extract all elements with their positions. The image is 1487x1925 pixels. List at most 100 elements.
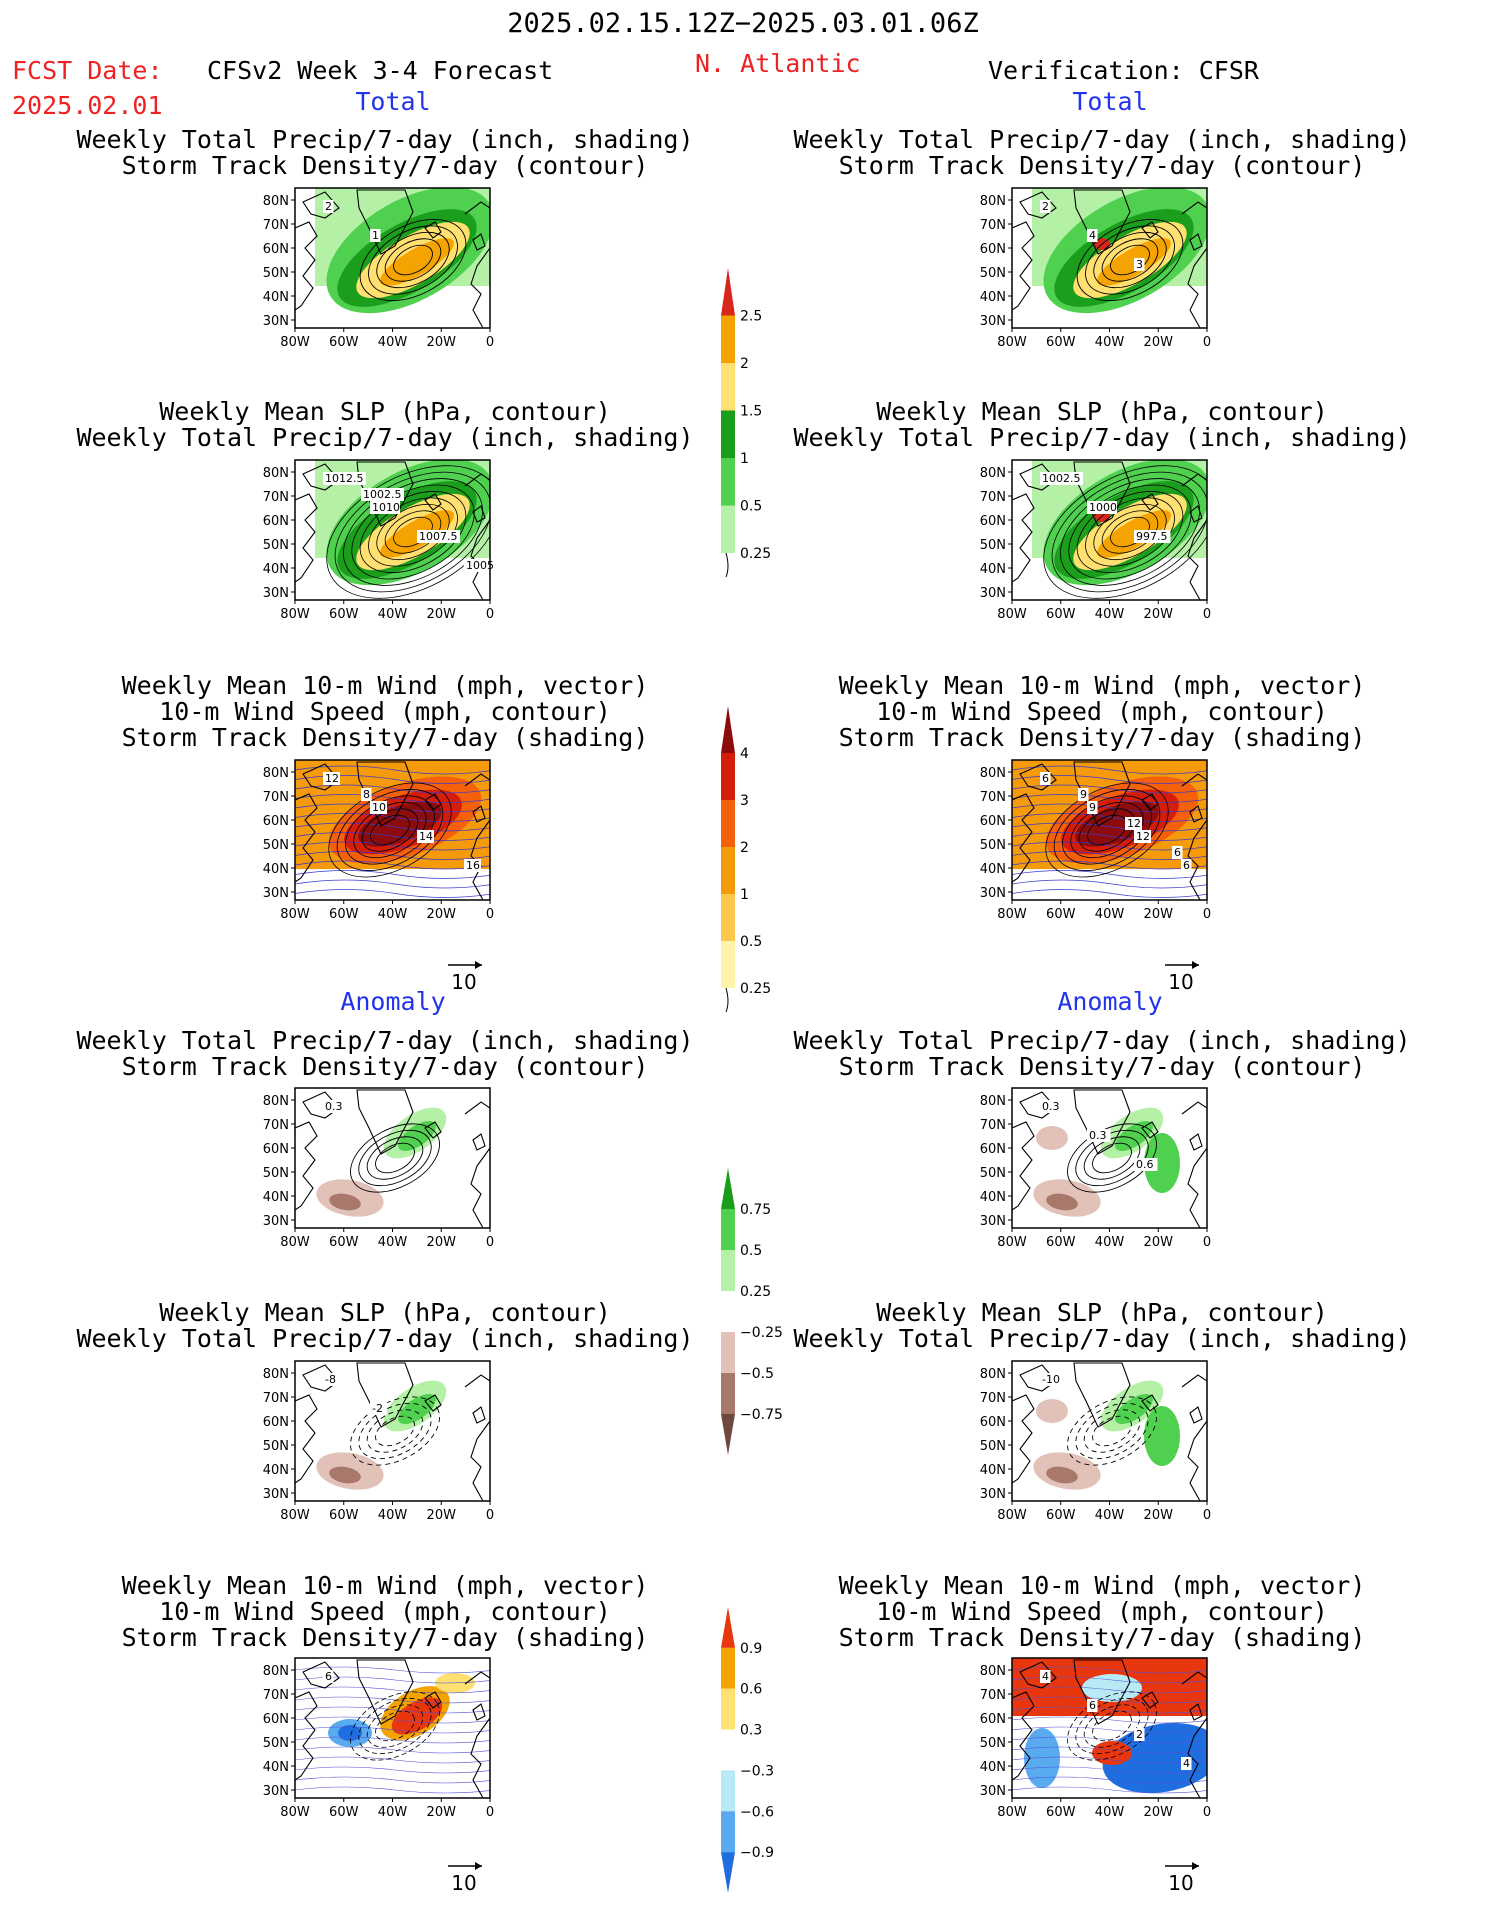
colorbar-segment: [721, 315, 735, 363]
contour-label: 4: [1042, 1670, 1049, 1683]
lon-tick-label: 60W: [1046, 607, 1076, 622]
lon-tick-label: 40W: [378, 1805, 408, 1820]
verification-label: Verification: CFSR: [988, 56, 1259, 85]
lat-tick-label: 80N: [263, 1664, 289, 1679]
colorbar-segment: [721, 1168, 735, 1209]
contour-label: -10: [1042, 1373, 1060, 1386]
lon-tick-label: 40W: [1095, 1805, 1125, 1820]
colorbar-segment: [721, 1688, 735, 1730]
contour-label: 12: [1127, 817, 1141, 830]
contour-label: 0.3: [325, 1100, 343, 1113]
lat-tick-label: 70N: [263, 1688, 289, 1703]
colorbar-segment: [721, 1291, 735, 1332]
colorbar-tick-label: 2: [740, 356, 749, 372]
lat-tick-label: 40N: [980, 1190, 1006, 1205]
lon-tick-label: 0: [1203, 1508, 1211, 1523]
colorbar-tick-label: 0.3: [740, 1723, 762, 1739]
contour-label: 12: [325, 772, 339, 785]
lat-tick-label: 40N: [980, 1760, 1006, 1775]
colorbar-total-precip: 2.5 2 1.5 1 0.5 0.25: [721, 268, 771, 578]
contour-label: 2: [1042, 200, 1049, 213]
lat-tick-label: 60N: [263, 514, 289, 529]
colorbar-segment: [721, 894, 735, 941]
lat-tick-label: 70N: [263, 1391, 289, 1406]
lon-tick-label: 0: [1203, 607, 1211, 622]
lon-tick-label: 20W: [427, 607, 457, 622]
lat-tick-label: 80N: [980, 466, 1006, 481]
lat-tick-label: 60N: [263, 1142, 289, 1157]
colorbar-segment: [721, 1332, 735, 1373]
contour-label: 2: [325, 200, 332, 213]
lat-tick-label: 80N: [263, 194, 289, 209]
colorbar-tick-label: −0.6: [740, 1804, 774, 1820]
lat-tick-label: 40N: [263, 562, 289, 577]
lon-tick-label: 40W: [378, 907, 408, 922]
map-panel-anom-slp-verification: -10 80N 70N 60N 50N 40N 30N 80W 60W 40W 20W 0: [980, 1360, 1211, 1523]
lon-tick-label: 40W: [378, 1235, 408, 1250]
lat-tick-label: 80N: [980, 1367, 1006, 1382]
lat-tick-label: 50N: [263, 838, 289, 853]
contour-label: 3: [1136, 258, 1143, 271]
lon-tick-label: 20W: [427, 1805, 457, 1820]
colorbar-segment: [721, 1250, 735, 1291]
colorbar-segment: [721, 410, 735, 458]
lat-tick-label: 30N: [980, 1214, 1006, 1229]
colorbar-segment: [721, 1607, 735, 1648]
map-panel-total-precip-verification: 2 4 3 80N 70N 60N 50N 40N 30N 80W 60W 40W 20W 0: [980, 187, 1211, 350]
lat-tick-label: 40N: [980, 290, 1006, 305]
lon-tick-label: 60W: [1046, 1805, 1076, 1820]
lon-tick-label: 40W: [1095, 335, 1125, 350]
contour-label: 9: [1089, 801, 1096, 814]
contour-label: 0.3: [1089, 1129, 1107, 1142]
lon-tick-label: 0: [486, 1508, 494, 1523]
contour-label: 1: [372, 229, 379, 242]
contour-label: 6: [1089, 1699, 1096, 1712]
title-anom-fcst-precip: Weekly Total Precip/7-day (inch, shading…: [76, 1026, 694, 1081]
title-total-fcst-precip: Weekly Total Precip/7-day (inch, shading…: [76, 125, 694, 180]
contour-label: 1010: [372, 501, 400, 514]
contour-label: 6: [1174, 846, 1181, 859]
lon-tick-label: 20W: [1144, 1805, 1174, 1820]
map-panel-total-slp-forecast: 1012.5 1010 1007.5 1005 1002.5 80N 70N 60N 50N 40…: [263, 459, 494, 622]
colorbar-segment: [721, 505, 735, 553]
section-anomaly-right: Anomaly: [1057, 987, 1163, 1016]
lon-tick-label: 40W: [1095, 1508, 1125, 1523]
lat-tick-label: 30N: [263, 1214, 289, 1229]
lon-tick-label: 40W: [378, 607, 408, 622]
contour-label: 12: [1136, 830, 1150, 843]
lon-tick-label: 80W: [280, 1508, 310, 1523]
title-anom-fcst-wind: Weekly Mean 10-m Wind (mph, vector) 10-m …: [121, 1571, 649, 1652]
lat-tick-label: 70N: [263, 790, 289, 805]
colorbar-anom-precip: 0.75 0.5 0.25 −0.25 −0.5 −0.75: [721, 1168, 783, 1455]
colorbar-segment: [721, 1811, 735, 1853]
lon-tick-label: 20W: [427, 1235, 457, 1250]
colorbar-tick-label: 0.25: [740, 546, 771, 562]
lat-tick-label: 40N: [980, 1463, 1006, 1478]
contour-label: -8: [325, 1373, 336, 1386]
vector-reference-label: 10: [451, 970, 476, 994]
lon-tick-label: 20W: [1144, 335, 1174, 350]
lat-tick-label: 30N: [980, 886, 1006, 901]
colorbar-tick-label: −0.9: [740, 1845, 774, 1861]
lat-tick-label: 60N: [263, 242, 289, 257]
title-anom-ver-precip: Weekly Total Precip/7-day (inch, shading…: [793, 1026, 1411, 1081]
lat-tick-label: 40N: [263, 1463, 289, 1478]
map-panel-anom-wind-forecast: 6 80N 70N 60N 50N 40N 30N 80W 60W 40W 20W 0: [263, 1657, 494, 1820]
lat-tick-label: 60N: [980, 1415, 1006, 1430]
lat-tick-label: 50N: [980, 538, 1006, 553]
colorbar-segment: [721, 753, 735, 800]
lat-tick-label: 40N: [980, 562, 1006, 577]
lat-tick-label: 60N: [980, 242, 1006, 257]
lat-tick-label: 70N: [263, 1118, 289, 1133]
lon-tick-label: 0: [486, 907, 494, 922]
contour-label: 8: [363, 788, 370, 801]
colorbar-tick-label: −0.3: [740, 1763, 774, 1779]
vector-reference-label: 10: [451, 1871, 476, 1895]
colorbar-segment: [721, 1373, 735, 1414]
lon-tick-label: 80W: [280, 1235, 310, 1250]
colorbar-total-storm: 4 3 2 1 0.5 0.25: [721, 706, 771, 1013]
map-panel-total-slp-verification: 1002.5 1000 997.5 80N 70N 60N 50N 40N 30N 80W 60W 4…: [980, 459, 1211, 622]
contour-label: 1005: [466, 559, 494, 572]
contour-label: 6: [1042, 772, 1049, 785]
lat-tick-label: 50N: [980, 266, 1006, 281]
